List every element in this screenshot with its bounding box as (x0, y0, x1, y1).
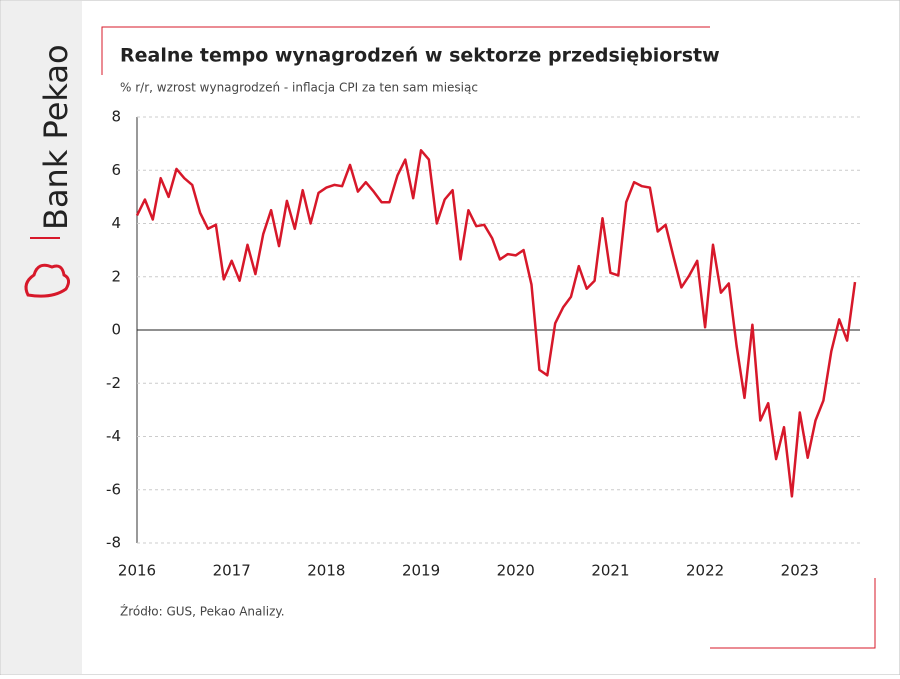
y-tick-label: 6 (111, 161, 121, 179)
x-tick-label: 2017 (213, 562, 251, 580)
y-tick-label: 2 (111, 267, 121, 285)
y-tick-label: 8 (111, 108, 121, 126)
logo-mark (24, 263, 71, 298)
chart-title: Realne tempo wynagrodzeń w sektorze prze… (120, 45, 720, 67)
y-tick-label: 0 (111, 321, 121, 339)
x-tick-label: 2022 (686, 562, 724, 580)
chart-subtitle: % r/r, wzrost wynagrodzeń - inflacja CPI… (120, 81, 478, 95)
x-tick-label: 2016 (118, 562, 156, 580)
x-tick-label: 2019 (402, 562, 440, 580)
line-series (135, 149, 857, 498)
y-tick-label: 4 (111, 214, 121, 232)
sidebar (1, 1, 82, 674)
x-tick-label: 2023 (781, 562, 819, 580)
frame-top (101, 26, 710, 75)
y-tick-label: -6 (106, 480, 121, 498)
y-tick-label: -2 (106, 374, 121, 392)
source: Źródło: GUS, Pekao Analizy. (120, 604, 285, 619)
y-tick-label: -4 (106, 427, 121, 445)
brand-name: Bank Pekao (37, 44, 75, 230)
frame-bottom (710, 578, 876, 649)
x-tick-label: 2018 (307, 562, 345, 580)
y-tick-label: -8 (106, 534, 121, 552)
x-tick-label: 2020 (497, 562, 535, 580)
x-tick-label: 2021 (591, 562, 629, 580)
